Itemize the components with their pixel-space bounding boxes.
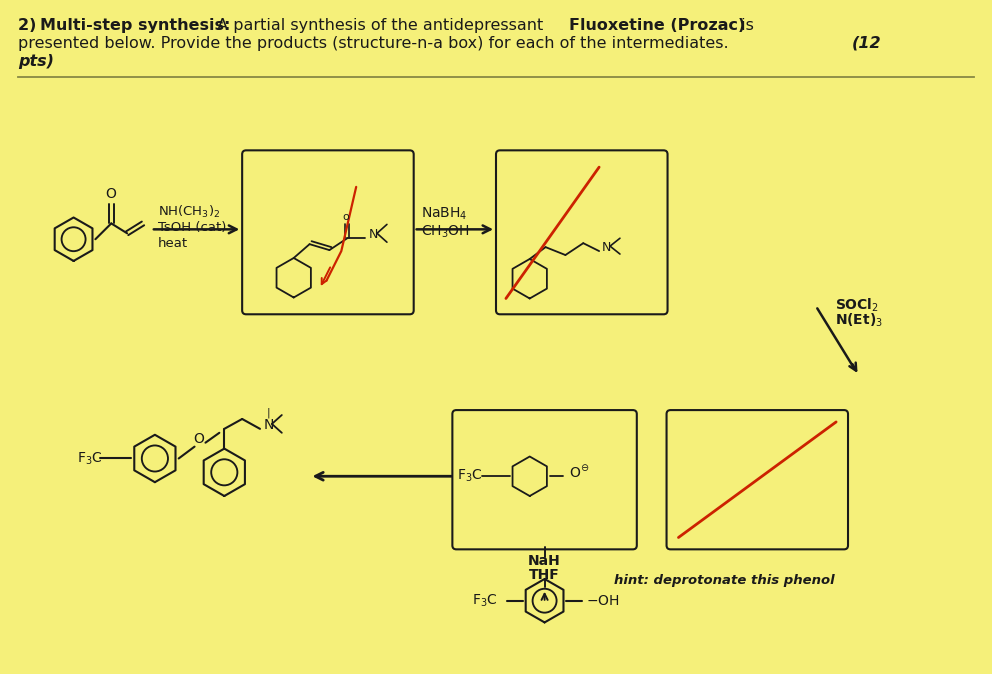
Text: N(Et)$_3$: N(Et)$_3$ <box>835 311 883 329</box>
Text: TsOH (cat): TsOH (cat) <box>158 221 226 234</box>
Text: F$_3$C: F$_3$C <box>472 592 498 609</box>
Text: N: N <box>264 418 275 432</box>
Text: F$_3$C: F$_3$C <box>457 468 483 485</box>
Text: o: o <box>342 212 348 222</box>
FancyBboxPatch shape <box>452 410 637 549</box>
Text: NH(CH$_3$)$_2$: NH(CH$_3$)$_2$ <box>158 204 220 220</box>
Text: SOCl$_2$: SOCl$_2$ <box>835 297 879 314</box>
FancyBboxPatch shape <box>496 150 668 314</box>
FancyBboxPatch shape <box>667 410 848 549</box>
Text: is: is <box>736 18 754 33</box>
Text: F$_3$C: F$_3$C <box>76 450 102 466</box>
Text: pts): pts) <box>18 53 54 69</box>
Text: (12: (12 <box>852 36 882 51</box>
Text: O$^{\ominus}$: O$^{\ominus}$ <box>569 464 589 481</box>
Text: Multi-step synthesis:: Multi-step synthesis: <box>40 18 230 33</box>
Text: Fluoxetine (Prozac): Fluoxetine (Prozac) <box>569 18 746 33</box>
Text: N: N <box>369 228 379 241</box>
Text: NaH: NaH <box>528 554 560 568</box>
Text: presented below. Provide the products (structure-n-a box) for each of the interm: presented below. Provide the products (s… <box>18 36 734 51</box>
Text: THF: THF <box>529 568 559 582</box>
Text: CH$_3$OH: CH$_3$OH <box>421 223 469 239</box>
Text: A partial synthesis of the antidepressant: A partial synthesis of the antidepressan… <box>212 18 549 33</box>
Text: heat: heat <box>158 237 188 249</box>
Text: |: | <box>267 408 271 419</box>
Text: 2): 2) <box>18 18 42 33</box>
FancyBboxPatch shape <box>242 150 414 314</box>
Text: hint: deprotonate this phenol: hint: deprotonate this phenol <box>614 574 834 588</box>
Text: O: O <box>193 432 204 446</box>
Text: $-$OH: $-$OH <box>586 594 620 608</box>
Text: NaBH$_4$: NaBH$_4$ <box>421 206 467 222</box>
Text: N: N <box>602 241 611 253</box>
Text: O: O <box>105 187 116 201</box>
